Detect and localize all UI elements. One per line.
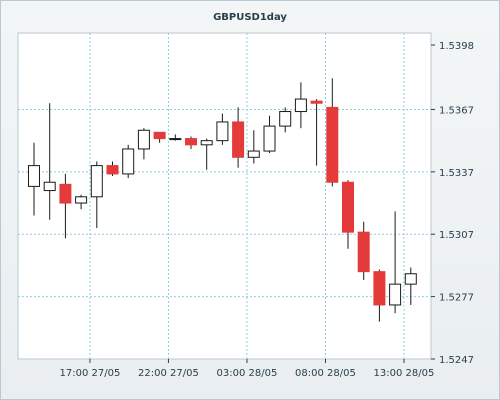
x-tick-label: 13:00 28/05 bbox=[374, 368, 435, 379]
candle bbox=[247, 130, 260, 164]
candle bbox=[28, 142, 40, 216]
candle-body-up bbox=[279, 111, 292, 127]
y-tick-label: 1.5398 bbox=[439, 41, 474, 52]
candle bbox=[357, 221, 370, 280]
candle bbox=[326, 78, 339, 187]
candle-body-up bbox=[75, 196, 88, 204]
candle-body-down bbox=[106, 165, 119, 175]
candle bbox=[373, 269, 386, 322]
candle bbox=[342, 180, 354, 249]
x-tick-label: 08:00 28/05 bbox=[295, 368, 356, 379]
candles bbox=[28, 78, 417, 322]
candle bbox=[43, 103, 56, 220]
candle bbox=[153, 131, 166, 143]
candle-body-up bbox=[247, 150, 260, 158]
y-axis: 1.5398 1.5367 1.5337 1.5307 1.5277 1.5247 bbox=[431, 41, 474, 366]
candle-body-up bbox=[122, 148, 135, 175]
candle-body-up bbox=[263, 125, 276, 152]
y-tick-label: 1.5277 bbox=[439, 293, 474, 304]
candle bbox=[122, 144, 135, 179]
candle bbox=[106, 161, 119, 177]
candle-body-down bbox=[153, 131, 166, 140]
candle bbox=[232, 107, 245, 168]
candle-body-up bbox=[294, 98, 307, 113]
candle-body-down bbox=[185, 138, 197, 146]
candle-body-up bbox=[169, 138, 182, 141]
candle bbox=[169, 134, 182, 141]
candle-body-down bbox=[357, 231, 370, 273]
x-tick-label: 22:00 27/05 bbox=[138, 368, 199, 379]
candle bbox=[200, 138, 213, 170]
candle bbox=[263, 115, 276, 154]
candle-body-up bbox=[137, 129, 150, 150]
candle-body-down bbox=[232, 121, 245, 158]
candle bbox=[90, 161, 103, 228]
y-tick-label: 1.5367 bbox=[439, 105, 474, 116]
candle-body-down bbox=[310, 100, 323, 104]
candle-body-up bbox=[404, 273, 417, 285]
candle-body-down bbox=[342, 181, 354, 233]
candle bbox=[404, 267, 417, 305]
candle-body-up bbox=[90, 165, 103, 198]
candle-body-down bbox=[373, 271, 386, 306]
candle-body-up bbox=[200, 140, 213, 146]
candle-body-down bbox=[326, 106, 339, 183]
x-tick-label: 17:00 27/05 bbox=[60, 368, 121, 379]
candle-body-up bbox=[389, 283, 402, 306]
y-tick-label: 1.5247 bbox=[439, 355, 474, 366]
candle bbox=[75, 194, 88, 210]
candle bbox=[310, 99, 323, 166]
candle bbox=[294, 82, 307, 129]
candle bbox=[59, 173, 72, 239]
plot-area bbox=[17, 32, 432, 360]
candle-body-up bbox=[28, 165, 40, 187]
candle bbox=[216, 113, 229, 145]
candle-body-down bbox=[59, 183, 72, 204]
x-tick-label: 03:00 28/05 bbox=[217, 368, 278, 379]
candle bbox=[279, 107, 292, 133]
y-tick-label: 1.5307 bbox=[439, 230, 474, 241]
candle bbox=[389, 211, 402, 314]
candle-body-up bbox=[43, 181, 56, 192]
chart-title: GBPUSD1day bbox=[213, 12, 287, 23]
candle bbox=[137, 128, 150, 160]
x-axis: 17:00 27/05 22:00 27/05 03:00 28/05 08:00 2… bbox=[60, 359, 435, 379]
candle-body-up bbox=[216, 121, 229, 142]
y-tick-label: 1.5337 bbox=[439, 168, 474, 179]
candle bbox=[185, 136, 197, 149]
